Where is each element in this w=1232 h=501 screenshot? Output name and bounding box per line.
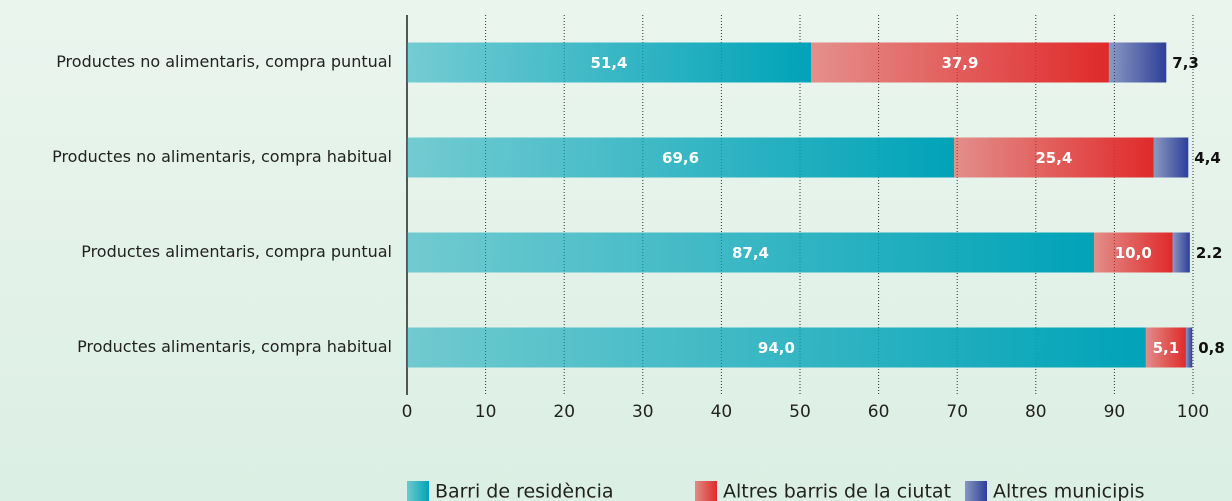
x-tick-label: 90 [1104, 402, 1126, 422]
value-label: 7,3 [1172, 54, 1199, 72]
x-tick-label: 80 [1025, 402, 1047, 422]
x-tick-label: 100 [1177, 402, 1209, 422]
bar-segment [811, 42, 1109, 83]
legend-swatch [407, 481, 429, 501]
x-tick-label: 40 [711, 402, 733, 422]
x-tick-label: 0 [402, 402, 413, 422]
bar-segment [407, 137, 955, 178]
bar-segment [407, 327, 1146, 368]
bar-segment [407, 42, 812, 83]
value-label: 0,8 [1198, 339, 1225, 357]
bar-segment [1145, 327, 1186, 368]
bar-segment [1172, 232, 1190, 273]
value-label: 5,1 [1153, 339, 1180, 357]
x-tick-label: 70 [946, 402, 968, 422]
value-label: 87,4 [732, 244, 769, 262]
category-label: Productes no alimentaris, compra puntual [56, 52, 392, 71]
bar-segment [1093, 232, 1173, 273]
bar-segment [1185, 327, 1193, 368]
legend-swatch [965, 481, 987, 501]
value-label: 69,6 [662, 149, 699, 167]
legend-label: Altres barris de la ciutat [723, 481, 951, 501]
value-label: 2.2 [1196, 244, 1223, 262]
value-label: 37,9 [941, 54, 978, 72]
category-label: Productes alimentaris, compra habitual [77, 337, 392, 356]
x-tick-label: 10 [475, 402, 497, 422]
value-label: 51,4 [590, 54, 627, 72]
bar-segment [1108, 42, 1167, 83]
value-label: 10,0 [1115, 244, 1152, 262]
x-tick-label: 60 [868, 402, 890, 422]
value-label: 94,0 [758, 339, 795, 357]
value-label: 25,4 [1035, 149, 1072, 167]
x-tick-label: 50 [789, 402, 811, 422]
category-label: Productes alimentaris, compra puntual [81, 242, 392, 261]
bar-segment [1153, 137, 1189, 178]
bar-segment [954, 137, 1154, 178]
category-label: Productes no alimentaris, compra habitua… [52, 147, 392, 166]
bar-segment [407, 232, 1094, 273]
x-tick-label: 20 [553, 402, 575, 422]
value-label: 4,4 [1194, 149, 1221, 167]
legend-label: Altres municipis [993, 481, 1145, 501]
x-tick-label: 30 [632, 402, 654, 422]
legend-swatch [695, 481, 717, 501]
legend-label: Barri de residència [435, 481, 614, 501]
